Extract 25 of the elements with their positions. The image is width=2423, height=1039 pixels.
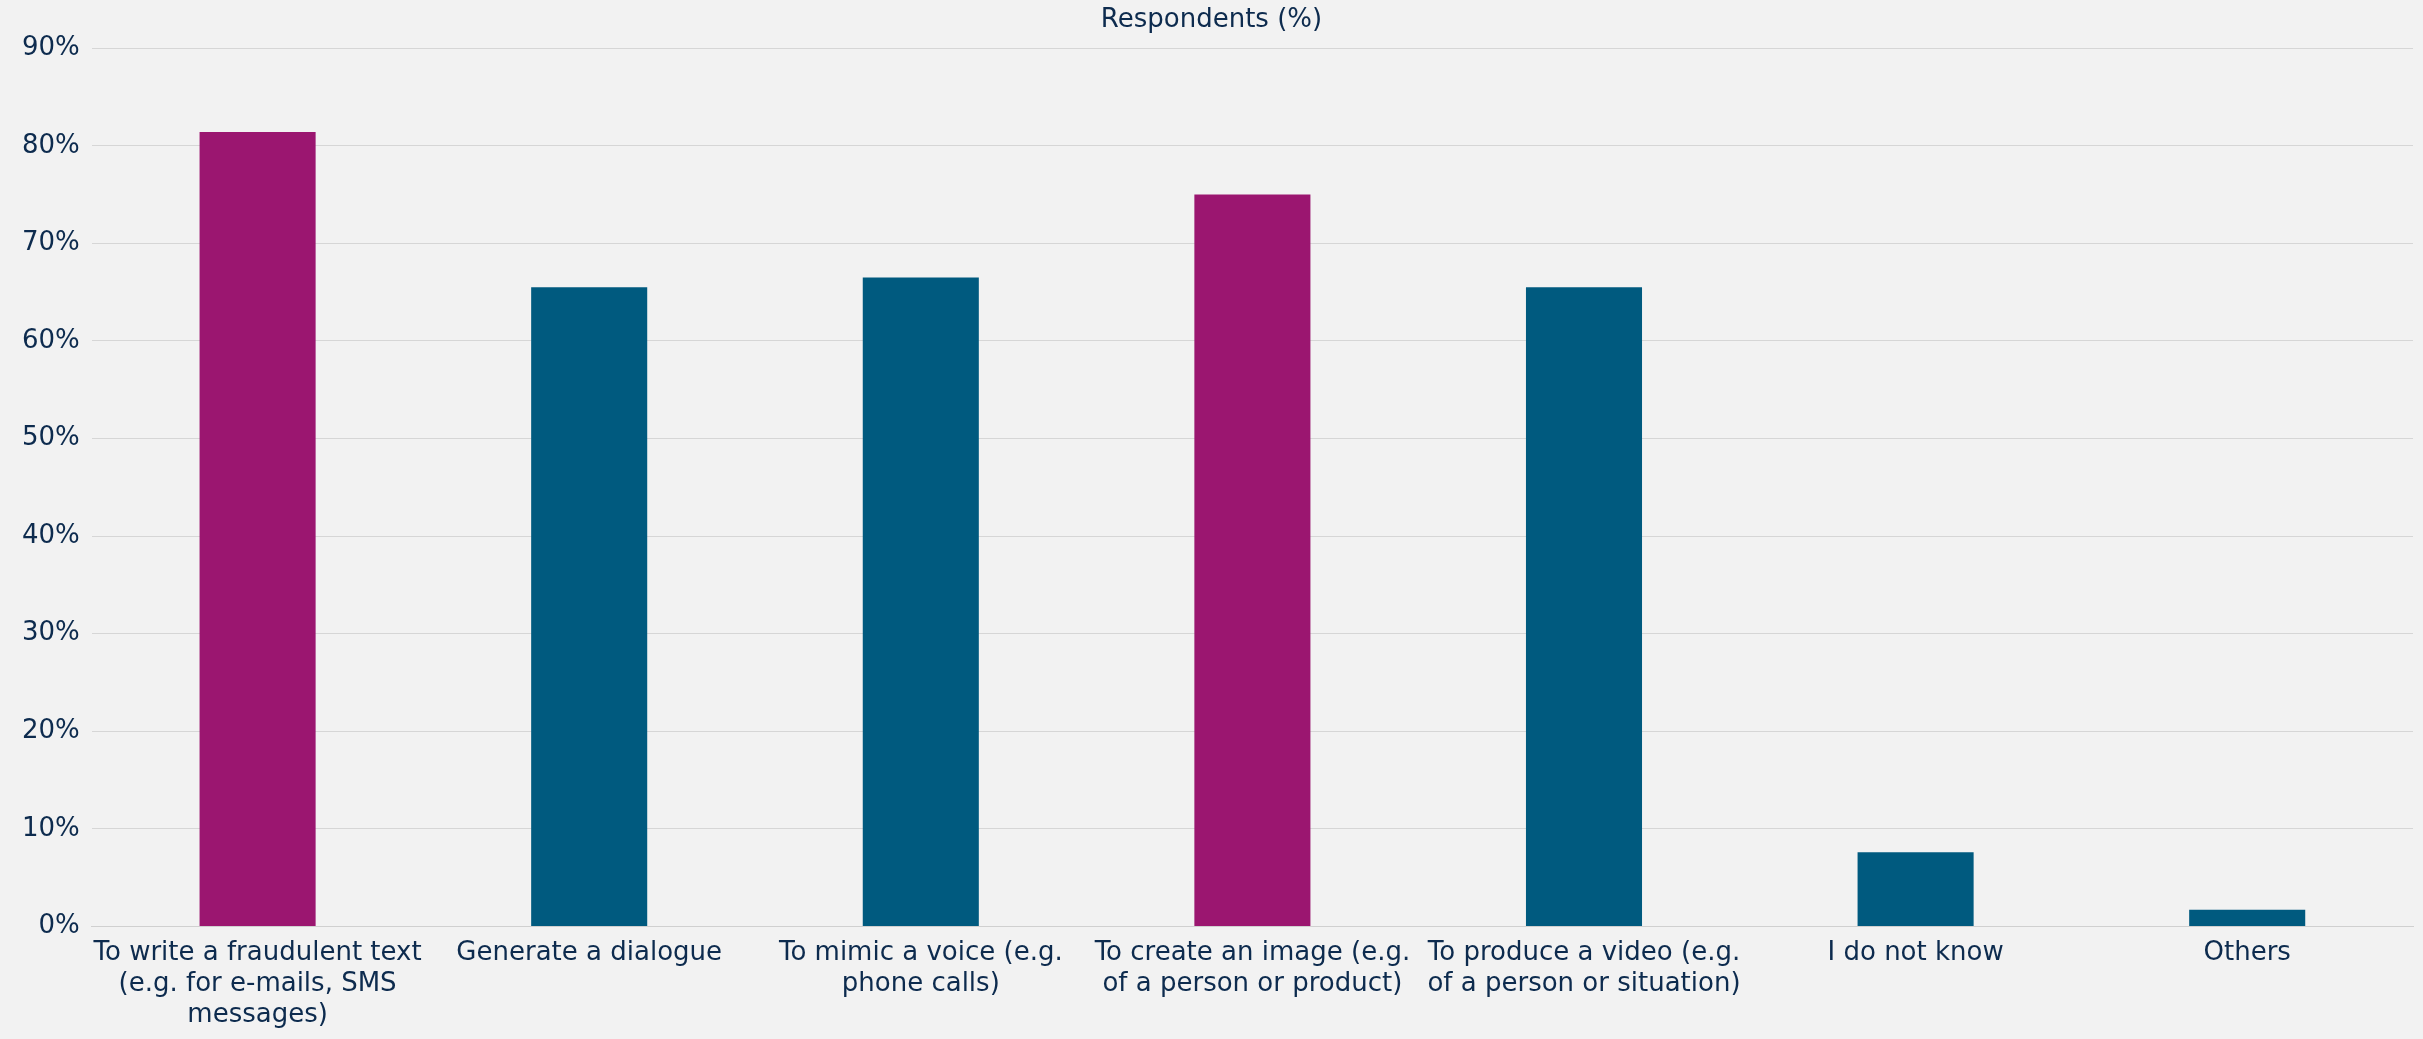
y-tick-label: 30% (21, 616, 80, 647)
bar (1857, 852, 1974, 926)
bar (1525, 287, 1643, 926)
y-tick-label: 0% (38, 909, 80, 940)
y-tick-label: 60% (21, 323, 80, 354)
x-tick-label: To write a fraudulent text (e.g. for e-mails, SMS messages) (92, 935, 422, 1029)
x-tick-label: Others (2203, 935, 2291, 966)
y-tick-label: 80% (21, 128, 80, 159)
y-tick-label: 50% (21, 421, 80, 452)
x-tick-label: To produce a video (e.g. of a person or situation) (1426, 935, 1741, 997)
bar (2189, 909, 2306, 926)
x-tick-label: Generate a dialogue (456, 935, 723, 966)
bar (1194, 194, 1311, 926)
y-tick-label: 40% (21, 518, 80, 549)
bar (199, 132, 316, 926)
y-tick-label: 70% (21, 226, 80, 257)
y-tick-label: 20% (21, 713, 80, 744)
y-tick-label: 10% (21, 811, 80, 842)
x-tick-label: To mimic a voice (e.g. phone calls) (777, 935, 1063, 997)
bar (531, 287, 648, 926)
x-tick-label: To create an image (e.g. of a person or product) (1093, 935, 1411, 997)
chart-title: Respondents (%) (1100, 3, 1323, 34)
y-tick-label: 90% (21, 30, 80, 61)
x-tick-label: I do not know (1827, 935, 2004, 966)
bar (862, 277, 979, 926)
